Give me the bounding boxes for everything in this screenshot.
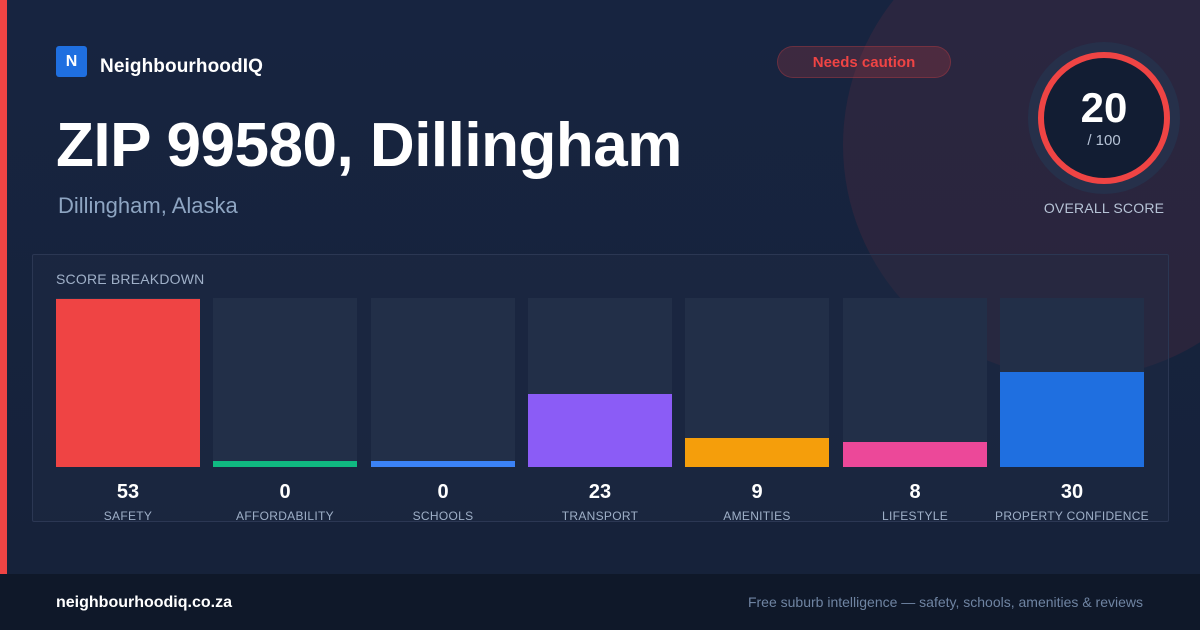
- bar-fill: [685, 438, 829, 467]
- bar-track: [528, 298, 672, 467]
- page-title: ZIP 99580, Dillingham: [56, 111, 682, 180]
- bar-value: 9: [751, 481, 763, 503]
- bar-value: 30: [1060, 481, 1084, 503]
- bar-track: [56, 298, 200, 467]
- bar-track: [1000, 298, 1144, 467]
- score-bar-schools: 0 SCHOOLS: [371, 298, 515, 523]
- bar-label: SCHOOLS: [412, 509, 474, 523]
- bar-label: LIFESTYLE: [881, 509, 949, 523]
- bar-fill: [843, 442, 987, 467]
- bar-label: PROPERTY CONFIDENCE: [995, 509, 1149, 523]
- brand-logo: N: [56, 46, 87, 77]
- score-bar-safety: 53 SAFETY: [56, 298, 200, 523]
- score-breakdown-title: SCORE BREAKDOWN: [56, 271, 205, 287]
- footer: [0, 574, 1200, 630]
- bar-label: TRANSPORT: [561, 509, 639, 523]
- score-bar-amenities: 9 AMENITIES: [685, 298, 829, 523]
- bar-label: AFFORDABILITY: [236, 509, 334, 523]
- bar-track: [685, 298, 829, 467]
- page-subtitle: Dillingham, Alaska: [58, 193, 238, 218]
- bar-fill: [528, 394, 672, 467]
- bar-track: [843, 298, 987, 467]
- footer-tagline: Free suburb intelligence — safety, schoo…: [747, 594, 1143, 610]
- status-badge: Needs caution: [777, 46, 951, 78]
- bar-value: 23: [588, 481, 612, 503]
- footer-domain: neighbourhoodiq.co.za: [56, 594, 232, 611]
- bar-fill: [213, 461, 357, 467]
- bar-value: 0: [279, 481, 291, 503]
- bar-track: [371, 298, 515, 467]
- bar-track: [213, 298, 357, 467]
- score-ring: [1038, 52, 1170, 184]
- bar-label: SAFETY: [103, 509, 153, 523]
- score-bar-affordability: 0 AFFORDABILITY: [213, 298, 357, 523]
- score-bar-lifestyle: 8 LIFESTYLE: [843, 298, 987, 523]
- bar-value: 53: [116, 481, 140, 503]
- bar-fill: [371, 461, 515, 467]
- bar-value: 8: [909, 481, 921, 503]
- score-bar-transport: 23 TRANSPORT: [528, 298, 672, 523]
- bar-value: 0: [437, 481, 449, 503]
- bar-fill: [1000, 372, 1144, 467]
- overall-score-value: 20: [1080, 84, 1128, 131]
- score-bar-property-confidence: 30 PROPERTY CONFIDENCE: [995, 298, 1149, 523]
- bar-label: AMENITIES: [723, 509, 791, 523]
- accent-bar: [0, 0, 7, 574]
- overall-score-max: / 100: [1087, 132, 1121, 149]
- brand-name: NeighbourhoodIQ: [100, 56, 263, 77]
- bar-fill: [56, 299, 200, 467]
- overall-score-label: OVERALL SCORE: [1043, 200, 1165, 216]
